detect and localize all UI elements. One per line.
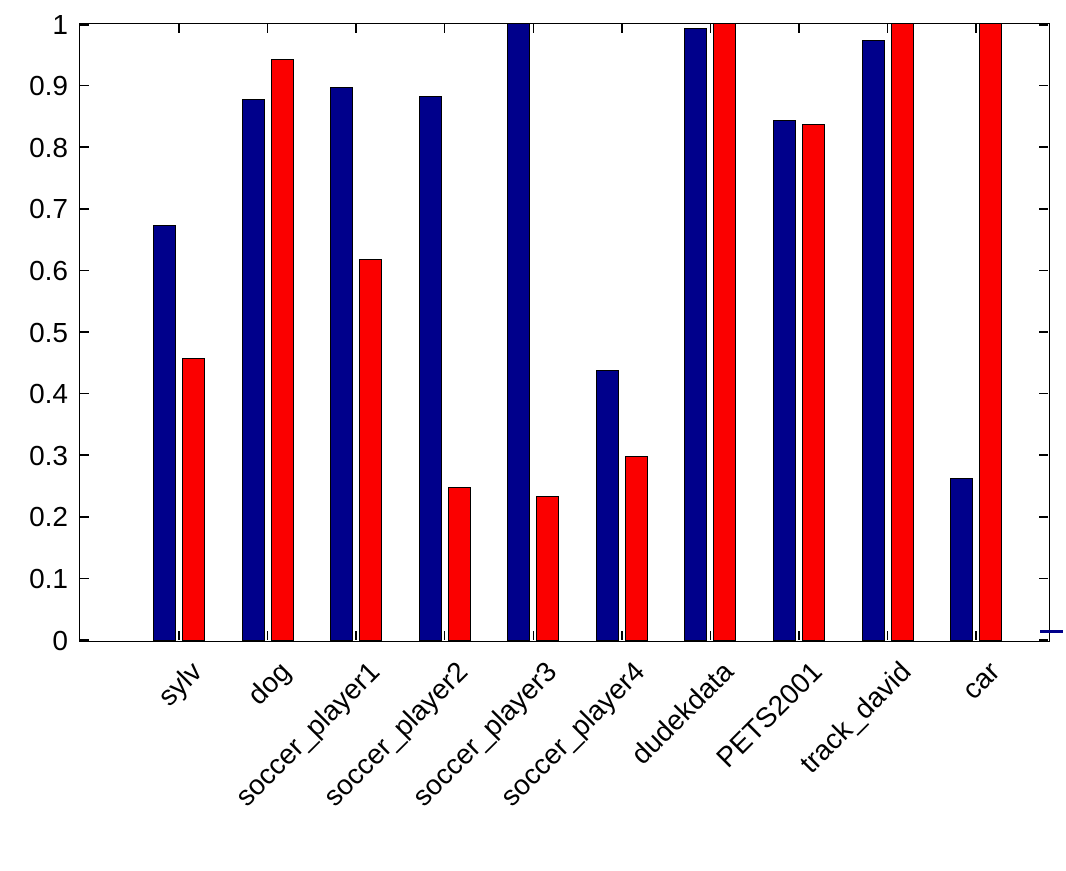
y-tick-label: 1	[52, 8, 68, 40]
bar-series-blue-dudekdata	[684, 28, 708, 641]
stray-mark	[1040, 630, 1063, 633]
tick-right	[1039, 516, 1048, 518]
bar-series-red-soccer_player1	[359, 259, 383, 641]
y-tick-label: 0.1	[29, 562, 68, 594]
plot-area	[79, 23, 1050, 642]
tick-top	[443, 24, 446, 33]
tick-right	[1039, 84, 1048, 87]
bar-series-blue-dog	[241, 99, 265, 641]
tick-right	[1039, 577, 1048, 580]
tick-bottom	[266, 631, 269, 640]
tick-bottom	[532, 631, 535, 640]
bar-series-blue-PETS2001	[772, 120, 796, 641]
tick-left	[80, 577, 89, 580]
tick-left	[80, 639, 89, 641]
tick-top	[886, 24, 889, 33]
bar-series-red-car	[979, 23, 1003, 641]
bar-series-blue-sylv	[153, 225, 176, 641]
bar-series-blue-soccer_player1	[330, 87, 354, 641]
tick-top	[975, 24, 977, 33]
tick-top	[532, 24, 535, 33]
y-tick-label: 0.4	[29, 378, 68, 410]
y-tick-label: 0.5	[29, 316, 68, 348]
bar-series-blue-soccer_player4	[595, 370, 619, 641]
tick-bottom	[798, 631, 800, 640]
bar-series-red-soccer_player2	[447, 487, 471, 641]
tick-top	[798, 24, 800, 33]
tick-bottom	[709, 631, 712, 640]
y-tick-label: 0.9	[29, 70, 68, 102]
tick-top	[266, 24, 269, 33]
y-tick-label: 0.7	[29, 193, 68, 225]
bar-series-blue-soccer_player2	[418, 96, 442, 641]
tick-bottom	[975, 631, 977, 640]
tick-right	[1039, 24, 1048, 26]
tick-left	[80, 269, 89, 272]
tick-left	[80, 331, 89, 333]
bar-series-red-dog	[270, 59, 294, 641]
tick-left	[80, 146, 89, 148]
tick-right	[1039, 454, 1048, 456]
bar-series-red-sylv	[182, 358, 205, 641]
tick-left	[80, 516, 89, 518]
y-tick-label: 0.8	[29, 131, 68, 163]
tick-bottom	[443, 631, 446, 640]
tick-bottom	[178, 631, 180, 640]
tick-right	[1039, 208, 1048, 210]
bar-series-red-soccer_player3	[536, 496, 560, 641]
y-tick-label: 0	[52, 624, 68, 656]
bar-series-blue-track_david	[861, 40, 885, 641]
x-tick-label-dog: dog	[241, 655, 297, 711]
tick-top	[178, 24, 180, 33]
bar-series-blue-car	[950, 478, 974, 641]
tick-left	[80, 84, 89, 87]
bar-series-red-soccer_player4	[624, 456, 648, 641]
tick-right	[1039, 146, 1048, 148]
bar-series-red-PETS2001	[801, 124, 825, 641]
tick-top	[621, 24, 623, 33]
tick-bottom	[886, 631, 889, 640]
x-tick-label-car: car	[955, 655, 1006, 706]
tick-right	[1039, 639, 1048, 641]
tick-left	[80, 392, 89, 395]
y-tick-label: 0.3	[29, 439, 68, 471]
tick-bottom	[621, 631, 623, 640]
x-tick-label-sylv: sylv	[151, 655, 209, 712]
y-tick-label: 0.6	[29, 254, 68, 286]
tick-left	[80, 208, 89, 210]
bar-series-red-track_david	[890, 23, 914, 641]
tick-top	[709, 24, 712, 33]
tick-right	[1039, 331, 1048, 333]
bar-series-blue-soccer_player3	[507, 23, 531, 641]
tick-right	[1039, 392, 1048, 395]
tick-top	[355, 24, 357, 33]
bar-series-red-dudekdata	[713, 23, 737, 641]
tick-left	[80, 454, 89, 456]
y-tick-label: 0.2	[29, 501, 68, 533]
tick-right	[1039, 269, 1048, 272]
tick-left	[80, 24, 89, 26]
tick-bottom	[355, 631, 357, 640]
